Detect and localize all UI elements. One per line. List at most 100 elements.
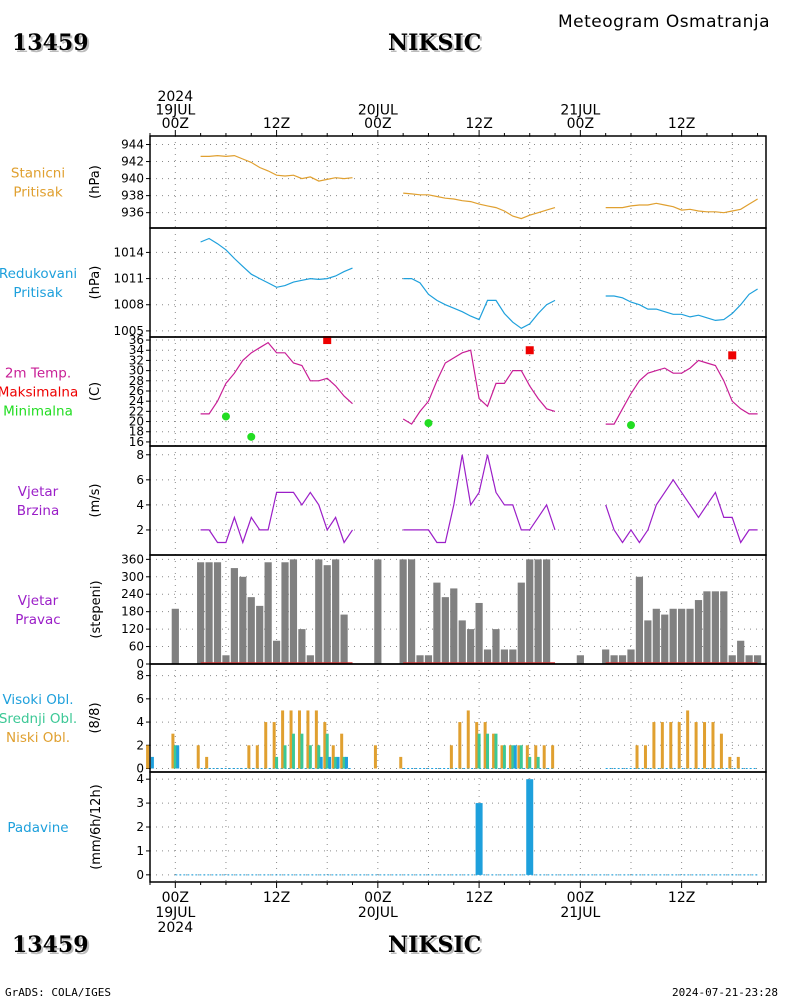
wind_speed-ytick-label: 8 (136, 448, 144, 462)
temperature-ytick-label: 18 (129, 425, 144, 439)
tmax-marker (525, 346, 534, 355)
wind_direction-name-label: Pravac (15, 612, 60, 628)
wind-direction-bar (458, 620, 466, 664)
wind-direction-bar (517, 582, 525, 664)
temperature-ytick-label: 34 (129, 343, 144, 357)
cloud-bar-niski-obl- (643, 745, 647, 769)
station_pressure-series-line-0 (200, 154, 353, 182)
cloud-bar-srednji-obl- (519, 745, 523, 769)
bottom-time-label: 00Z (162, 890, 189, 906)
cloud_cover-ytick-label: 4 (136, 715, 144, 729)
cloud-bar-srednji-obl- (334, 756, 338, 769)
wind-direction-bar (610, 655, 618, 664)
wind-direction-bar (315, 559, 323, 664)
temperature-unit-label: (C) (88, 382, 103, 401)
wind_direction-ytick-label: 300 (121, 570, 144, 584)
wind_direction-ytick-label: 0 (136, 657, 144, 671)
reduced_pressure-series-line-2 (605, 288, 758, 322)
wind-direction-bar (424, 655, 433, 664)
cloud-bar-niski-obl- (331, 745, 335, 769)
wind-direction-bar (661, 614, 669, 664)
cloud-bar-niski-obl- (306, 710, 310, 769)
wind-direction-bar (509, 649, 517, 664)
temperature-ytick-label: 26 (129, 384, 144, 398)
cloud-bar-srednji-obl- (342, 756, 346, 769)
cloud-bar-niski-obl- (373, 745, 377, 769)
cloud-bar-niski-obl- (475, 722, 479, 769)
tmax-marker (728, 351, 737, 360)
cloud-bar-niski-obl- (669, 722, 673, 769)
cloud-bar-srednji-obl- (325, 733, 329, 769)
wind-direction-bar (272, 640, 281, 664)
cloud-bar-srednji-obl- (486, 733, 490, 769)
temperature-ytick-label: 22 (129, 404, 144, 418)
cloud-bar-niski-obl- (146, 745, 150, 769)
precip-bar (526, 779, 534, 875)
temperature-name-label: 2m Temp. (5, 366, 71, 382)
cloud-bar-srednji-obl- (300, 733, 304, 769)
bottom-time-label: 19JUL (155, 905, 195, 921)
top-time-label: 19JUL (155, 103, 195, 119)
temperature-name-label: Minimalna (3, 404, 73, 420)
station_pressure-panel-frame (149, 135, 767, 229)
wind_speed-ytick-label: 4 (136, 498, 144, 512)
top-time-label: 12Z (465, 116, 492, 132)
wind-direction-bar (230, 568, 238, 664)
wind-direction-bar (526, 559, 534, 664)
wind-direction-bar (197, 562, 205, 664)
wind-direction-bar (407, 559, 416, 664)
precipitation-ytick-label: 4 (136, 772, 144, 786)
cloud-bar-niski-obl- (686, 710, 690, 769)
top-time-label: 12Z (668, 116, 695, 132)
cloud-bar-srednji-obl- (494, 733, 498, 769)
wind-direction-bar (618, 655, 627, 664)
cloud-bar-niski-obl- (719, 733, 723, 769)
wind-direction-bar (441, 597, 449, 664)
wind-direction-bar (652, 608, 660, 664)
cloud-bar-niski-obl- (652, 722, 656, 769)
cloud-bar-niski-obl- (703, 722, 707, 769)
cloud_cover-ytick-label: 6 (136, 692, 144, 706)
wind-direction-bar (433, 582, 441, 664)
wind_direction-ytick-label: 360 (121, 552, 144, 566)
cloud-bar-srednji-obl- (511, 745, 515, 769)
cloud-bar-srednji-obl- (275, 756, 279, 769)
wind_speed-series-line-2 (605, 478, 758, 544)
wind-direction-bar (543, 559, 551, 664)
cloud-bar-niski-obl- (264, 722, 268, 769)
cloud-bar-niski-obl- (483, 722, 487, 769)
bottom-time-label: 00Z (567, 890, 594, 906)
wind_speed-series-line-1 (403, 454, 556, 544)
cloud-bar-niski-obl- (323, 722, 327, 769)
wind-direction-bar (213, 562, 222, 664)
wind-direction-bar (340, 614, 348, 664)
cloud_cover-name-label: Srednji Obl. (0, 711, 77, 727)
reduced_pressure-ytick-label: 1014 (113, 245, 144, 259)
station-id-bottom: 13459 (12, 932, 89, 958)
tmin-marker (247, 432, 256, 441)
tmin-marker (626, 421, 635, 430)
tmax-marker (323, 336, 332, 345)
bottom-time-label: 12Z (668, 890, 695, 906)
cloud-bar-niski-obl- (728, 756, 732, 769)
wind-direction-bar (737, 640, 745, 664)
wind_speed-series-line-0 (200, 491, 353, 545)
wind-direction-bar (635, 576, 644, 664)
top-time-label: 00Z (162, 116, 189, 132)
wind_speed-unit-label: (m/s) (88, 484, 103, 518)
cloud-bar-niski-obl- (492, 733, 496, 769)
cloud-bar-srednji-obl- (536, 756, 540, 769)
wind_speed-ytick-label: 2 (136, 523, 144, 537)
precipitation-panel-frame (149, 771, 767, 883)
wind-direction-bar (298, 629, 306, 664)
cloud-bar-niski-obl- (281, 710, 285, 769)
wind-direction-bar (323, 565, 331, 664)
temperature-ytick-label: 20 (129, 415, 144, 429)
cloud_cover-name-label: Niski Obl. (6, 730, 70, 746)
cloud-bar-niski-obl- (542, 745, 546, 769)
cloud-bar-niski-obl- (399, 756, 403, 769)
cloud-bar-visoki-obl- (336, 756, 340, 769)
cloud-bar-niski-obl- (247, 745, 251, 769)
cloud-bar-srednji-obl- (477, 733, 481, 769)
